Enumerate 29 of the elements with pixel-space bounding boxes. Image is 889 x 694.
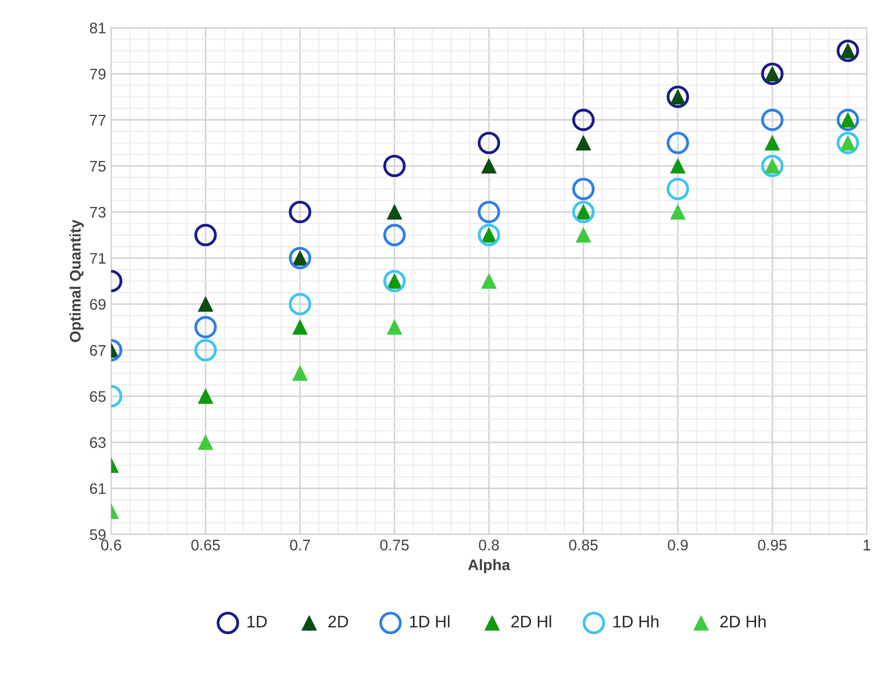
x-tick-label: 0.7 (290, 540, 310, 550)
y-tick-label: 61 (90, 483, 106, 494)
y-tick-label: 75 (90, 160, 106, 172)
y-tick-label: 81 (90, 22, 106, 34)
y-tick-label: 63 (90, 437, 106, 448)
x-tick-label: 0.85 (569, 540, 598, 550)
x-tick-label: 0.6 (101, 540, 122, 550)
y-axis-title: Optimal Quantity (69, 220, 84, 342)
y-tick-label: 79 (90, 68, 106, 80)
legend-label: 1D (248, 616, 267, 628)
y-tick-label: 67 (90, 345, 106, 356)
legend-label: 2D (328, 616, 348, 628)
y-tick-label: 69 (90, 298, 106, 310)
y-tick-label: 71 (90, 253, 106, 264)
legend-label: 1D Hl (410, 615, 450, 628)
x-tick-label: 1 (864, 540, 870, 550)
y-tick-label: 73 (90, 206, 106, 218)
x-tick-label: 0.8 (478, 540, 499, 550)
legend-label: 2D Hh (720, 615, 766, 628)
x-tick-label: 0.95 (758, 540, 787, 550)
x-tick-label: 0.75 (380, 540, 409, 550)
y-tick-label: 65 (90, 391, 106, 402)
x-axis-title: Alpha (468, 559, 510, 574)
y-tick-label: 59 (90, 529, 106, 540)
legend-label: 2D Hl (511, 615, 552, 628)
x-tick-label: 0.9 (668, 540, 688, 550)
y-tick-label: 77 (90, 114, 106, 126)
legend-label: 1D Hh (613, 615, 658, 628)
x-tick-label: 0.65 (191, 540, 220, 550)
